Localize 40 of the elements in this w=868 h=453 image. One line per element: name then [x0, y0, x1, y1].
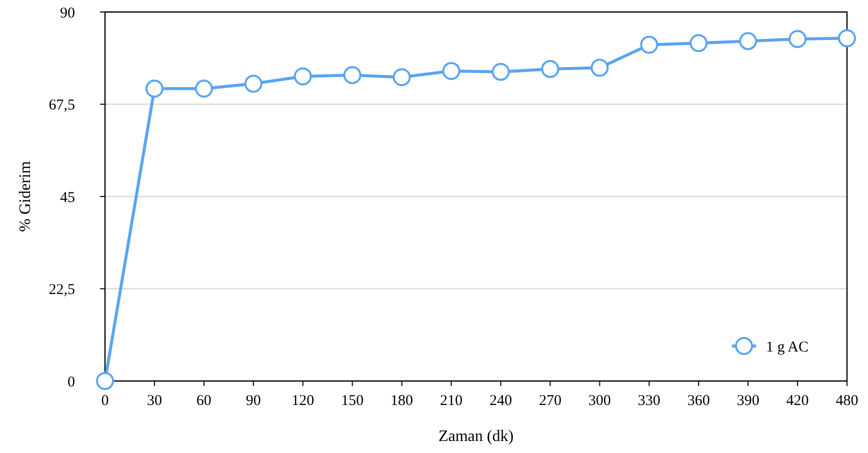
point [492, 62, 510, 81]
point [343, 66, 362, 84]
x-tick-label: 330 [638, 393, 660, 409]
x-tick-label: 60 [196, 393, 212, 409]
point [788, 30, 807, 48]
x-axis-title: Zaman (dk) [438, 428, 514, 445]
x-tick-label: 360 [687, 393, 710, 409]
point [442, 62, 460, 80]
x-tick-label: 300 [588, 393, 611, 409]
y-tick-label: 45 [60, 190, 75, 206]
x-tick-label: 240 [489, 393, 512, 409]
x-tick-label: 180 [390, 393, 414, 409]
point [541, 60, 560, 78]
x-tick-label: 420 [786, 393, 809, 409]
point [145, 80, 164, 98]
y-tick-label: 67,5 [48, 98, 75, 114]
x-tick-label: 480 [836, 393, 858, 409]
x-tick-label: 270 [538, 393, 562, 409]
x-tick-label: 210 [440, 393, 463, 409]
point [96, 372, 114, 390]
point [194, 80, 213, 98]
y-axis-title: % Giderim [17, 160, 34, 232]
point [739, 32, 758, 50]
point [294, 67, 312, 86]
point [392, 68, 411, 86]
y-tick-label: 22,5 [48, 282, 75, 298]
legend-label: 1 g AC [766, 339, 809, 356]
point [244, 74, 262, 93]
x-tick-label: 0 [101, 393, 109, 409]
x-tick-label: 150 [341, 393, 364, 409]
point [690, 34, 708, 52]
x-tick-label: 30 [146, 393, 162, 409]
y-tick-label: 90 [60, 5, 75, 22]
point [590, 58, 609, 77]
x-tick-label: 120 [292, 393, 314, 409]
y-tick-label: 0 [68, 374, 75, 390]
x-tick-label: 390 [736, 393, 760, 409]
point [838, 29, 856, 48]
x-tick-label: 90 [246, 393, 261, 409]
point [640, 36, 658, 54]
